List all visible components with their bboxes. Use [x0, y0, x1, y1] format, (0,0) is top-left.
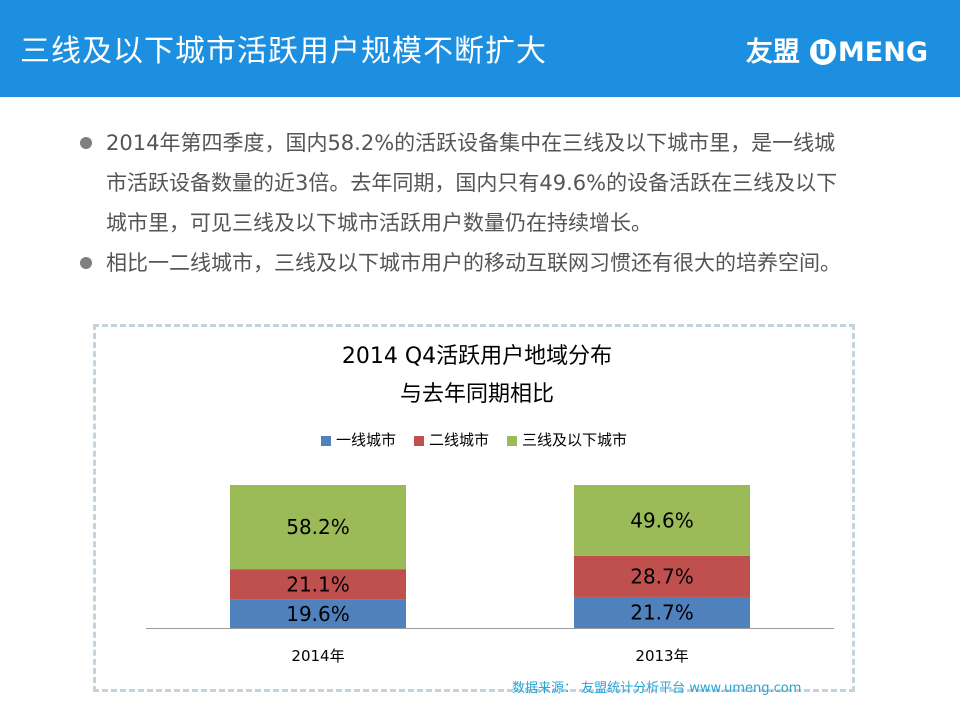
x-tick-label: 2014年 [291, 647, 344, 665]
bar-segment [230, 599, 406, 628]
bar-segment [574, 485, 750, 556]
header-bar: 三线及以下城市活跃用户规模不断扩大 友盟 U MENG [0, 0, 960, 97]
chart-subtitle: 与去年同期相比 [400, 382, 554, 407]
legend-swatch [321, 436, 331, 446]
x-tick-label: 2013年 [635, 647, 688, 665]
legend-label: 一线城市 [336, 431, 396, 449]
legend-label: 三线及以下城市 [522, 431, 627, 449]
data-label: 49.6% [630, 508, 694, 532]
data-source-note: 数据来源： 友盟统计分析平台 www.umeng.com [512, 681, 802, 696]
bar-segment [230, 569, 406, 600]
legend-swatch [414, 436, 424, 446]
brand-cn: 友盟 [745, 37, 800, 68]
bullet-text: 相比一二线城市，三线及以下城市用户的移动互联网习惯还有很大的培养空间。 [106, 251, 841, 275]
umeng-logo: 友盟 U MENG [746, 30, 928, 69]
legend-label: 二线城市 [429, 431, 489, 449]
chart-title: 2014 Q4活跃用户地域分布 [342, 344, 612, 369]
bullet-dot-icon [80, 137, 92, 149]
data-label: 19.6% [286, 602, 350, 626]
data-label: 58.2% [286, 515, 350, 539]
bar-segment [230, 485, 406, 570]
umeng-u-icon: U [809, 39, 836, 65]
page-title: 三线及以下城市活跃用户规模不断扩大 [20, 34, 547, 69]
data-label: 21.7% [630, 600, 694, 624]
bar-segment [574, 596, 750, 628]
bullet-item: 相比一二线城市，三线及以下城市用户的移动互联网习惯还有很大的培养空间。 [80, 243, 850, 283]
bullet-list: 2014年第四季度，国内58.2%的活跃设备集中在三线及以下城市里，是一线城市活… [80, 123, 850, 283]
bullet-item: 2014年第四季度，国内58.2%的活跃设备集中在三线及以下城市里，是一线城市活… [80, 123, 850, 243]
bar-segment [574, 555, 750, 597]
bullet-dot-icon [80, 257, 92, 269]
legend-swatch [507, 436, 517, 446]
chart-frame: 2014 Q4活跃用户地域分布 与去年同期相比一线城市 二线城市 三线及以下城市 19.… [93, 324, 855, 692]
data-label: 28.7% [630, 564, 694, 588]
brand-en: MENG [837, 37, 928, 68]
data-label: 21.1% [286, 572, 350, 596]
bullet-text: 2014年第四季度，国内58.2%的活跃设备集中在三线及以下城市里，是一线城市活… [106, 131, 838, 235]
